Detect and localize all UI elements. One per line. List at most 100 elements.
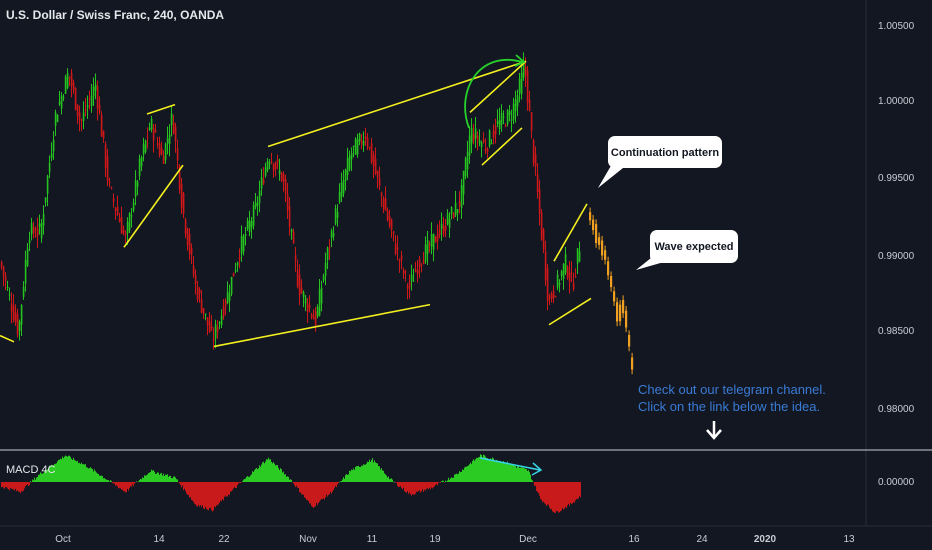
macd-bar (379, 466, 380, 482)
macd-bar (143, 478, 144, 482)
macd-bar (4, 482, 5, 489)
macd-bar (71, 458, 72, 482)
macd-bar (10, 482, 11, 488)
candle-body (62, 96, 65, 98)
candle-body (578, 251, 581, 262)
macd-bar (251, 474, 252, 482)
macd-bar (65, 455, 66, 482)
macd-bar (44, 471, 45, 482)
candle-body (94, 84, 97, 91)
candle-body (214, 324, 217, 339)
macd-bar (362, 465, 363, 482)
macd-bar (575, 482, 576, 501)
candle-body (126, 221, 129, 234)
macd-bar (548, 482, 549, 505)
macd-bar (62, 456, 63, 482)
macd-bar (260, 466, 261, 482)
candle-body (522, 63, 525, 78)
macd-bar (382, 470, 383, 482)
macd-bar (311, 482, 312, 506)
candle-body (362, 140, 365, 146)
macd-bar (140, 478, 141, 482)
macd-bar (442, 480, 443, 482)
macd-bar (82, 464, 83, 482)
macd-bar (534, 482, 535, 486)
macd-bar (529, 472, 530, 482)
candle-body (430, 234, 433, 247)
candle-body (172, 122, 175, 134)
macd-bar (270, 459, 271, 482)
macd-bar (259, 465, 260, 482)
candle-body (462, 170, 465, 195)
macd-bar (203, 482, 204, 509)
macd-bar (57, 461, 58, 482)
macd-bar (53, 465, 54, 482)
macd-bar (289, 479, 290, 482)
candle-body (494, 126, 497, 135)
candle-body (412, 280, 415, 282)
macd-bar (567, 482, 568, 506)
candle-body (12, 306, 15, 321)
macd-bar (370, 461, 371, 482)
macd-bar (217, 482, 218, 506)
macd-bar (528, 470, 529, 482)
macd-bar (42, 473, 43, 482)
candle-body (18, 321, 21, 331)
macd-bar (410, 482, 411, 495)
macd-bar (225, 482, 226, 496)
macd-bar (521, 467, 522, 482)
macd-bar (152, 470, 153, 482)
candle-body (312, 316, 315, 320)
candle-body (432, 233, 435, 250)
macd-bar (385, 474, 386, 482)
macd-bar (77, 460, 78, 482)
macd-bar (391, 478, 392, 482)
macd-bar (224, 482, 225, 497)
candle-body (504, 125, 507, 127)
macd-bar (275, 465, 276, 482)
macd-bar (92, 468, 93, 482)
candle-body (488, 130, 491, 146)
macd-bar (501, 462, 502, 482)
macd-bar (55, 463, 56, 482)
macd-bar (179, 482, 180, 484)
candle-body (478, 140, 481, 144)
macd-bar (317, 482, 318, 505)
candle-body (458, 201, 461, 207)
candle-body (366, 137, 369, 147)
trendline-group (0, 60, 592, 348)
macd-bar (487, 457, 488, 482)
macd-bar (243, 479, 244, 482)
macd-bar (221, 482, 222, 502)
candle-body (270, 161, 273, 163)
candle-body (568, 272, 571, 282)
candle-body (370, 143, 373, 162)
macd-bar (198, 482, 199, 505)
macd-bar (558, 482, 559, 513)
trendline (481, 127, 523, 166)
candle-body (158, 143, 161, 155)
macd-bar (538, 482, 539, 494)
macd-bar (35, 479, 36, 482)
macd-bar (540, 482, 541, 499)
macd-bar (334, 482, 335, 489)
macd-bar (549, 482, 550, 508)
macd-bar (349, 470, 350, 482)
macd-bar (470, 462, 471, 482)
macd-bar (506, 462, 507, 482)
candle-body (38, 223, 41, 227)
macd-bar (190, 482, 191, 498)
macd-bar (304, 482, 305, 498)
macd-bar (428, 482, 429, 490)
macd-bar (406, 482, 407, 493)
macd-bar (580, 482, 581, 498)
candle-body (456, 209, 459, 213)
macd-bar (402, 482, 403, 490)
macd-bar (205, 482, 206, 507)
candle-body (514, 99, 517, 112)
macd-bar (401, 482, 402, 489)
macd-bar (507, 461, 508, 482)
macd-bar (8, 482, 9, 490)
callout-continuation-text: Continuation pattern (611, 147, 719, 159)
